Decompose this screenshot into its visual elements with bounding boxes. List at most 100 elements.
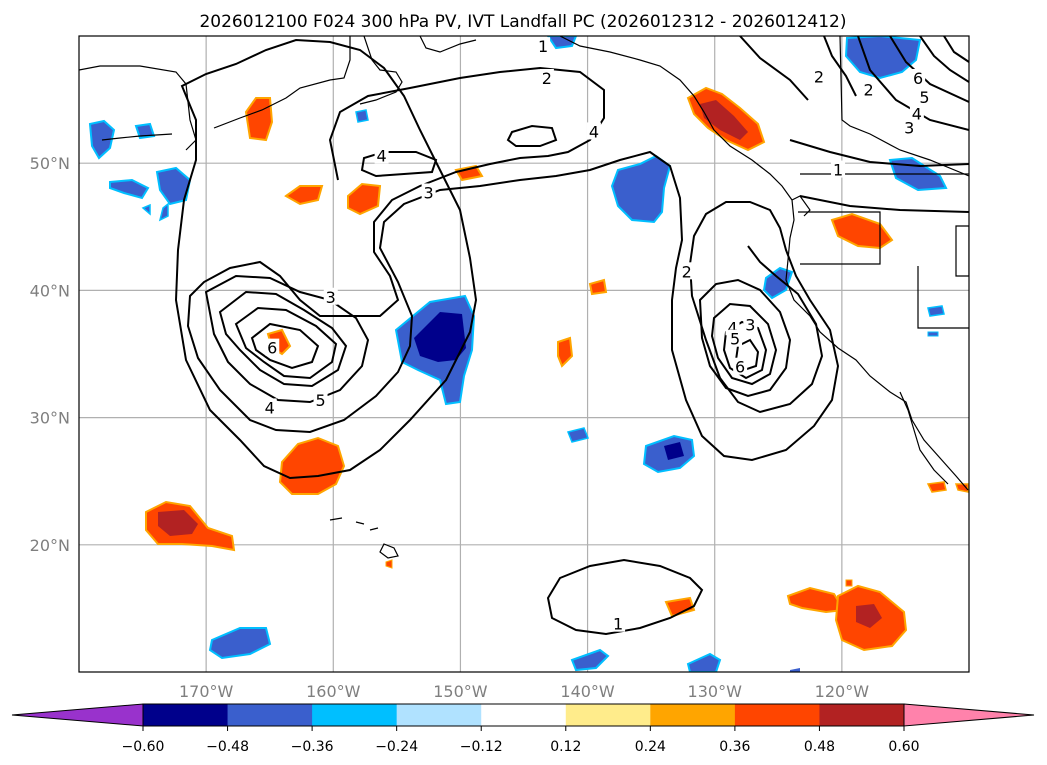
ivt-contour-18 [919,36,969,83]
lon-tick-label: 120°W [815,682,870,701]
colorbar-bin [650,704,736,726]
contour-label: 1 [538,37,548,56]
colorbar: −0.60 −0.48 −0.36 −0.24 −0.12 0.12 0.24 0.36 0.4… [11,703,1035,755]
colorbar-tick-label: −0.48 [206,739,249,755]
map-title: 2026012100 F024 300 hPa PV, IVT Landfall… [199,12,846,32]
ivt-contour-19 [943,36,969,63]
contour-label-bg [374,146,389,164]
contour-label-bg [313,390,328,408]
contour-label-bg [733,357,748,375]
ivt-contour-3 [204,274,370,404]
colorbar-bin [481,704,567,726]
ivt-contour-9 [698,278,792,398]
contour-label: 3 [326,288,336,307]
ivt-contour-5 [234,306,338,380]
lat-tick-label: 50°N [30,154,70,173]
contour-label-bg [831,160,846,178]
contour-label: 6 [267,339,277,358]
longitude-labels: 170°W 160°W 150°W 140°W 130°W 120°W [179,682,869,701]
lon-tick-label: 170°W [179,682,234,701]
contour-label: 3 [424,183,434,202]
colorbar-bin [819,704,905,726]
contour-label-bg [611,614,626,632]
colorbar-tick-label: −0.60 [122,739,165,755]
colorbar-tick-label: −0.24 [375,739,418,755]
colorbar-tick-label: 0.12 [550,739,581,755]
contour-label-bg [679,262,694,280]
ivt-contour-20 [823,36,857,97]
contour-label-bg [917,88,932,106]
colorbar-tick-label: 0.48 [804,739,835,755]
contour-label: 4 [912,105,922,124]
contour-label: 6 [913,69,923,88]
contour-label: 2 [814,68,824,87]
contour-label: 2 [542,69,552,88]
ivt-contour-21 [739,36,809,101]
lat-tick-label: 40°N [30,281,70,300]
colorbar-bin [227,704,313,726]
ivt-contour-1 [174,38,478,480]
contour-label: 5 [315,391,325,410]
colorbar-bin [734,704,820,726]
colorbar-tick-label: 0.36 [719,739,750,755]
lon-tick-label: 160°W [306,682,361,701]
contour-label-bg [902,118,917,136]
lat-tick-label: 20°N [30,536,70,555]
colorbar-tick-label: 0.60 [888,739,919,755]
contour-label-bg [265,338,280,356]
ivt-contour-15 [799,195,969,213]
contour-label: 2 [682,262,692,281]
colorbar-extend-max [903,703,1035,727]
colorbar-bin [143,704,229,726]
contour-label-bg [536,37,551,55]
contour-label-bg [539,68,554,86]
contour-label: 4 [589,122,599,141]
colorbar-bin [396,704,482,726]
ivt-contour-13 [546,558,704,636]
contour-label-bg [811,67,826,85]
ivt-contour-6 [250,322,320,370]
ivt-contour-14 [789,139,969,168]
contour-label: 4 [377,147,387,166]
lon-tick-label: 150°W [433,682,488,701]
colorbar-tick-label: −0.12 [460,739,503,755]
lon-tick-label: 140°W [560,682,615,701]
pv-filled-contours [88,36,969,672]
contour-label-bg [728,329,743,347]
contour-label: 2 [863,80,873,99]
map-border [78,35,970,673]
colorbar-tick-label: −0.36 [291,739,334,755]
contour-label: 1 [613,615,623,634]
coastlines [79,36,969,559]
contour-label-bg [911,68,926,86]
contour-label-bg [861,80,876,98]
colorbar-tick-label: 0.24 [635,739,666,755]
contour-label: 5 [730,330,740,349]
contour-label-bg [909,104,924,122]
ivt-contour-16 [857,36,969,131]
contour-label: 4 [727,318,737,337]
ivt-contour-10 [710,302,778,386]
contour-label: 1 [833,161,843,180]
ivt-contour-2 [186,66,840,462]
contour-label-bg [421,183,436,201]
colorbar-bin [312,704,398,726]
ivt-contour-8 [506,124,558,147]
contour-label-bg [586,122,601,140]
ivt-contours [174,36,969,636]
ivt-contour-4 [218,290,348,388]
contour-label: 5 [919,88,929,107]
colorbar-bin [565,704,651,726]
contour-label: 3 [745,316,755,335]
ivt-contour-7 [360,151,438,178]
colorbar-extend-min [11,703,144,727]
contour-label: 4 [265,398,275,417]
contour-label-bg [323,287,338,305]
contour-label: 3 [904,119,914,138]
contour-label-bg [743,315,758,333]
contour-label-bg [262,398,277,416]
latitude-labels: 50°N 40°N 30°N 20°N [30,154,70,555]
